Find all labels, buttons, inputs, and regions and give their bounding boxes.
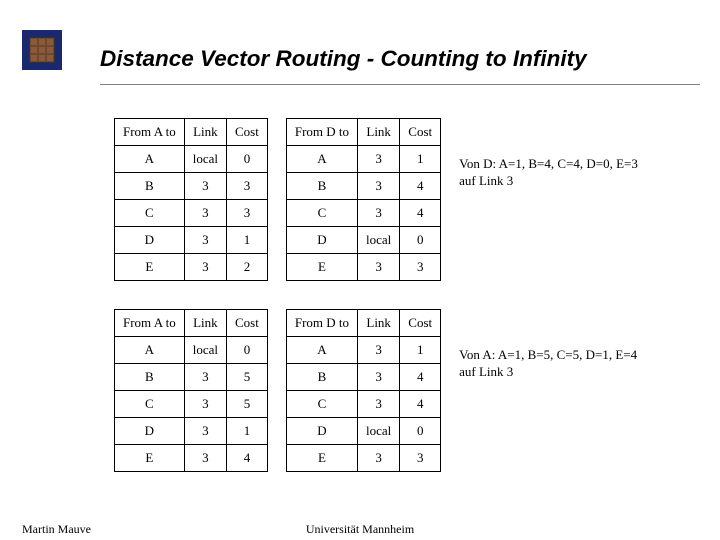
cell: C	[286, 391, 357, 418]
cell: 3	[184, 200, 226, 227]
col-header: Link	[358, 119, 400, 146]
cell: E	[286, 445, 357, 472]
cell: E	[115, 254, 185, 281]
cell: A	[286, 146, 357, 173]
cell: A	[115, 146, 185, 173]
table-row-2: From A to Link Cost Alocal0 B35 C35 D31 …	[114, 309, 638, 472]
cell: A	[115, 337, 185, 364]
page-title: Distance Vector Routing - Counting to In…	[100, 46, 587, 72]
university-logo	[22, 30, 62, 70]
cell: 5	[227, 364, 268, 391]
cell: D	[115, 227, 185, 254]
cell: 3	[227, 200, 268, 227]
cell: 3	[358, 364, 400, 391]
col-header: Link	[184, 119, 226, 146]
col-header: From D to	[286, 310, 357, 337]
cell: 2	[227, 254, 268, 281]
cell: C	[115, 200, 185, 227]
cell: 0	[227, 146, 268, 173]
cell: B	[286, 364, 357, 391]
cell: A	[286, 337, 357, 364]
note-line: auf Link 3	[459, 173, 513, 188]
cell: 0	[400, 418, 441, 445]
routing-table-A1: From A to Link Cost Alocal0 B33 C33 D31 …	[114, 118, 268, 281]
title-underline	[100, 84, 700, 85]
cell: E	[115, 445, 185, 472]
cell: 0	[227, 337, 268, 364]
col-header: From A to	[115, 119, 185, 146]
cell: E	[286, 254, 357, 281]
cell: 3	[227, 173, 268, 200]
cell: 4	[400, 364, 441, 391]
cell: 5	[227, 391, 268, 418]
cell: 4	[400, 173, 441, 200]
col-header: Cost	[227, 119, 268, 146]
cell: D	[286, 418, 357, 445]
footer-university: Universität Mannheim	[306, 522, 414, 537]
note-line: Von D: A=1, B=4, C=4, D=0, E=3	[459, 156, 638, 171]
routing-table-D2: From D to Link Cost A31 B34 C34 Dlocal0 …	[286, 309, 441, 472]
cell: 0	[400, 227, 441, 254]
cell: local	[358, 418, 400, 445]
note-line: Von A: A=1, B=5, C=5, D=1, E=4	[459, 347, 637, 362]
cell: C	[286, 200, 357, 227]
note-line: auf Link 3	[459, 364, 513, 379]
cell: local	[184, 337, 226, 364]
cell: B	[286, 173, 357, 200]
cell: 3	[184, 254, 226, 281]
cell: 3	[358, 391, 400, 418]
cell: C	[115, 391, 185, 418]
cell: 3	[358, 445, 400, 472]
col-header: Link	[358, 310, 400, 337]
footer-author: Martin Mauve	[22, 522, 91, 537]
cell: D	[115, 418, 185, 445]
cell: 3	[184, 364, 226, 391]
cell: 4	[227, 445, 268, 472]
cell: 1	[227, 227, 268, 254]
cell: 3	[358, 173, 400, 200]
col-header: Link	[184, 310, 226, 337]
col-header: Cost	[400, 310, 441, 337]
col-header: Cost	[227, 310, 268, 337]
cell: 4	[400, 391, 441, 418]
table-row-1: From A to Link Cost Alocal0 B33 C33 D31 …	[114, 118, 638, 281]
routing-table-D1: From D to Link Cost A31 B34 C34 Dlocal0 …	[286, 118, 441, 281]
cell: 4	[400, 200, 441, 227]
cell: 1	[400, 146, 441, 173]
note-2: Von A: A=1, B=5, C=5, D=1, E=4 auf Link …	[459, 347, 637, 381]
cell: 1	[400, 337, 441, 364]
cell: 3	[358, 146, 400, 173]
routing-table-A2: From A to Link Cost Alocal0 B35 C35 D31 …	[114, 309, 268, 472]
cell: 3	[358, 254, 400, 281]
content-area: From A to Link Cost Alocal0 B33 C33 D31 …	[114, 118, 638, 500]
cell: B	[115, 173, 185, 200]
cell: 3	[400, 254, 441, 281]
col-header: From A to	[115, 310, 185, 337]
cell: 3	[184, 391, 226, 418]
cell: B	[115, 364, 185, 391]
cell: 3	[184, 173, 226, 200]
cell: 3	[358, 200, 400, 227]
cell: 3	[184, 227, 226, 254]
logo-inner	[29, 37, 55, 63]
note-1: Von D: A=1, B=4, C=4, D=0, E=3 auf Link …	[459, 156, 638, 190]
cell: 3	[358, 337, 400, 364]
cell: 3	[184, 445, 226, 472]
cell: 3	[400, 445, 441, 472]
cell: D	[286, 227, 357, 254]
cell: local	[358, 227, 400, 254]
cell: local	[184, 146, 226, 173]
col-header: Cost	[400, 119, 441, 146]
cell: 1	[227, 418, 268, 445]
cell: 3	[184, 418, 226, 445]
col-header: From D to	[286, 119, 357, 146]
